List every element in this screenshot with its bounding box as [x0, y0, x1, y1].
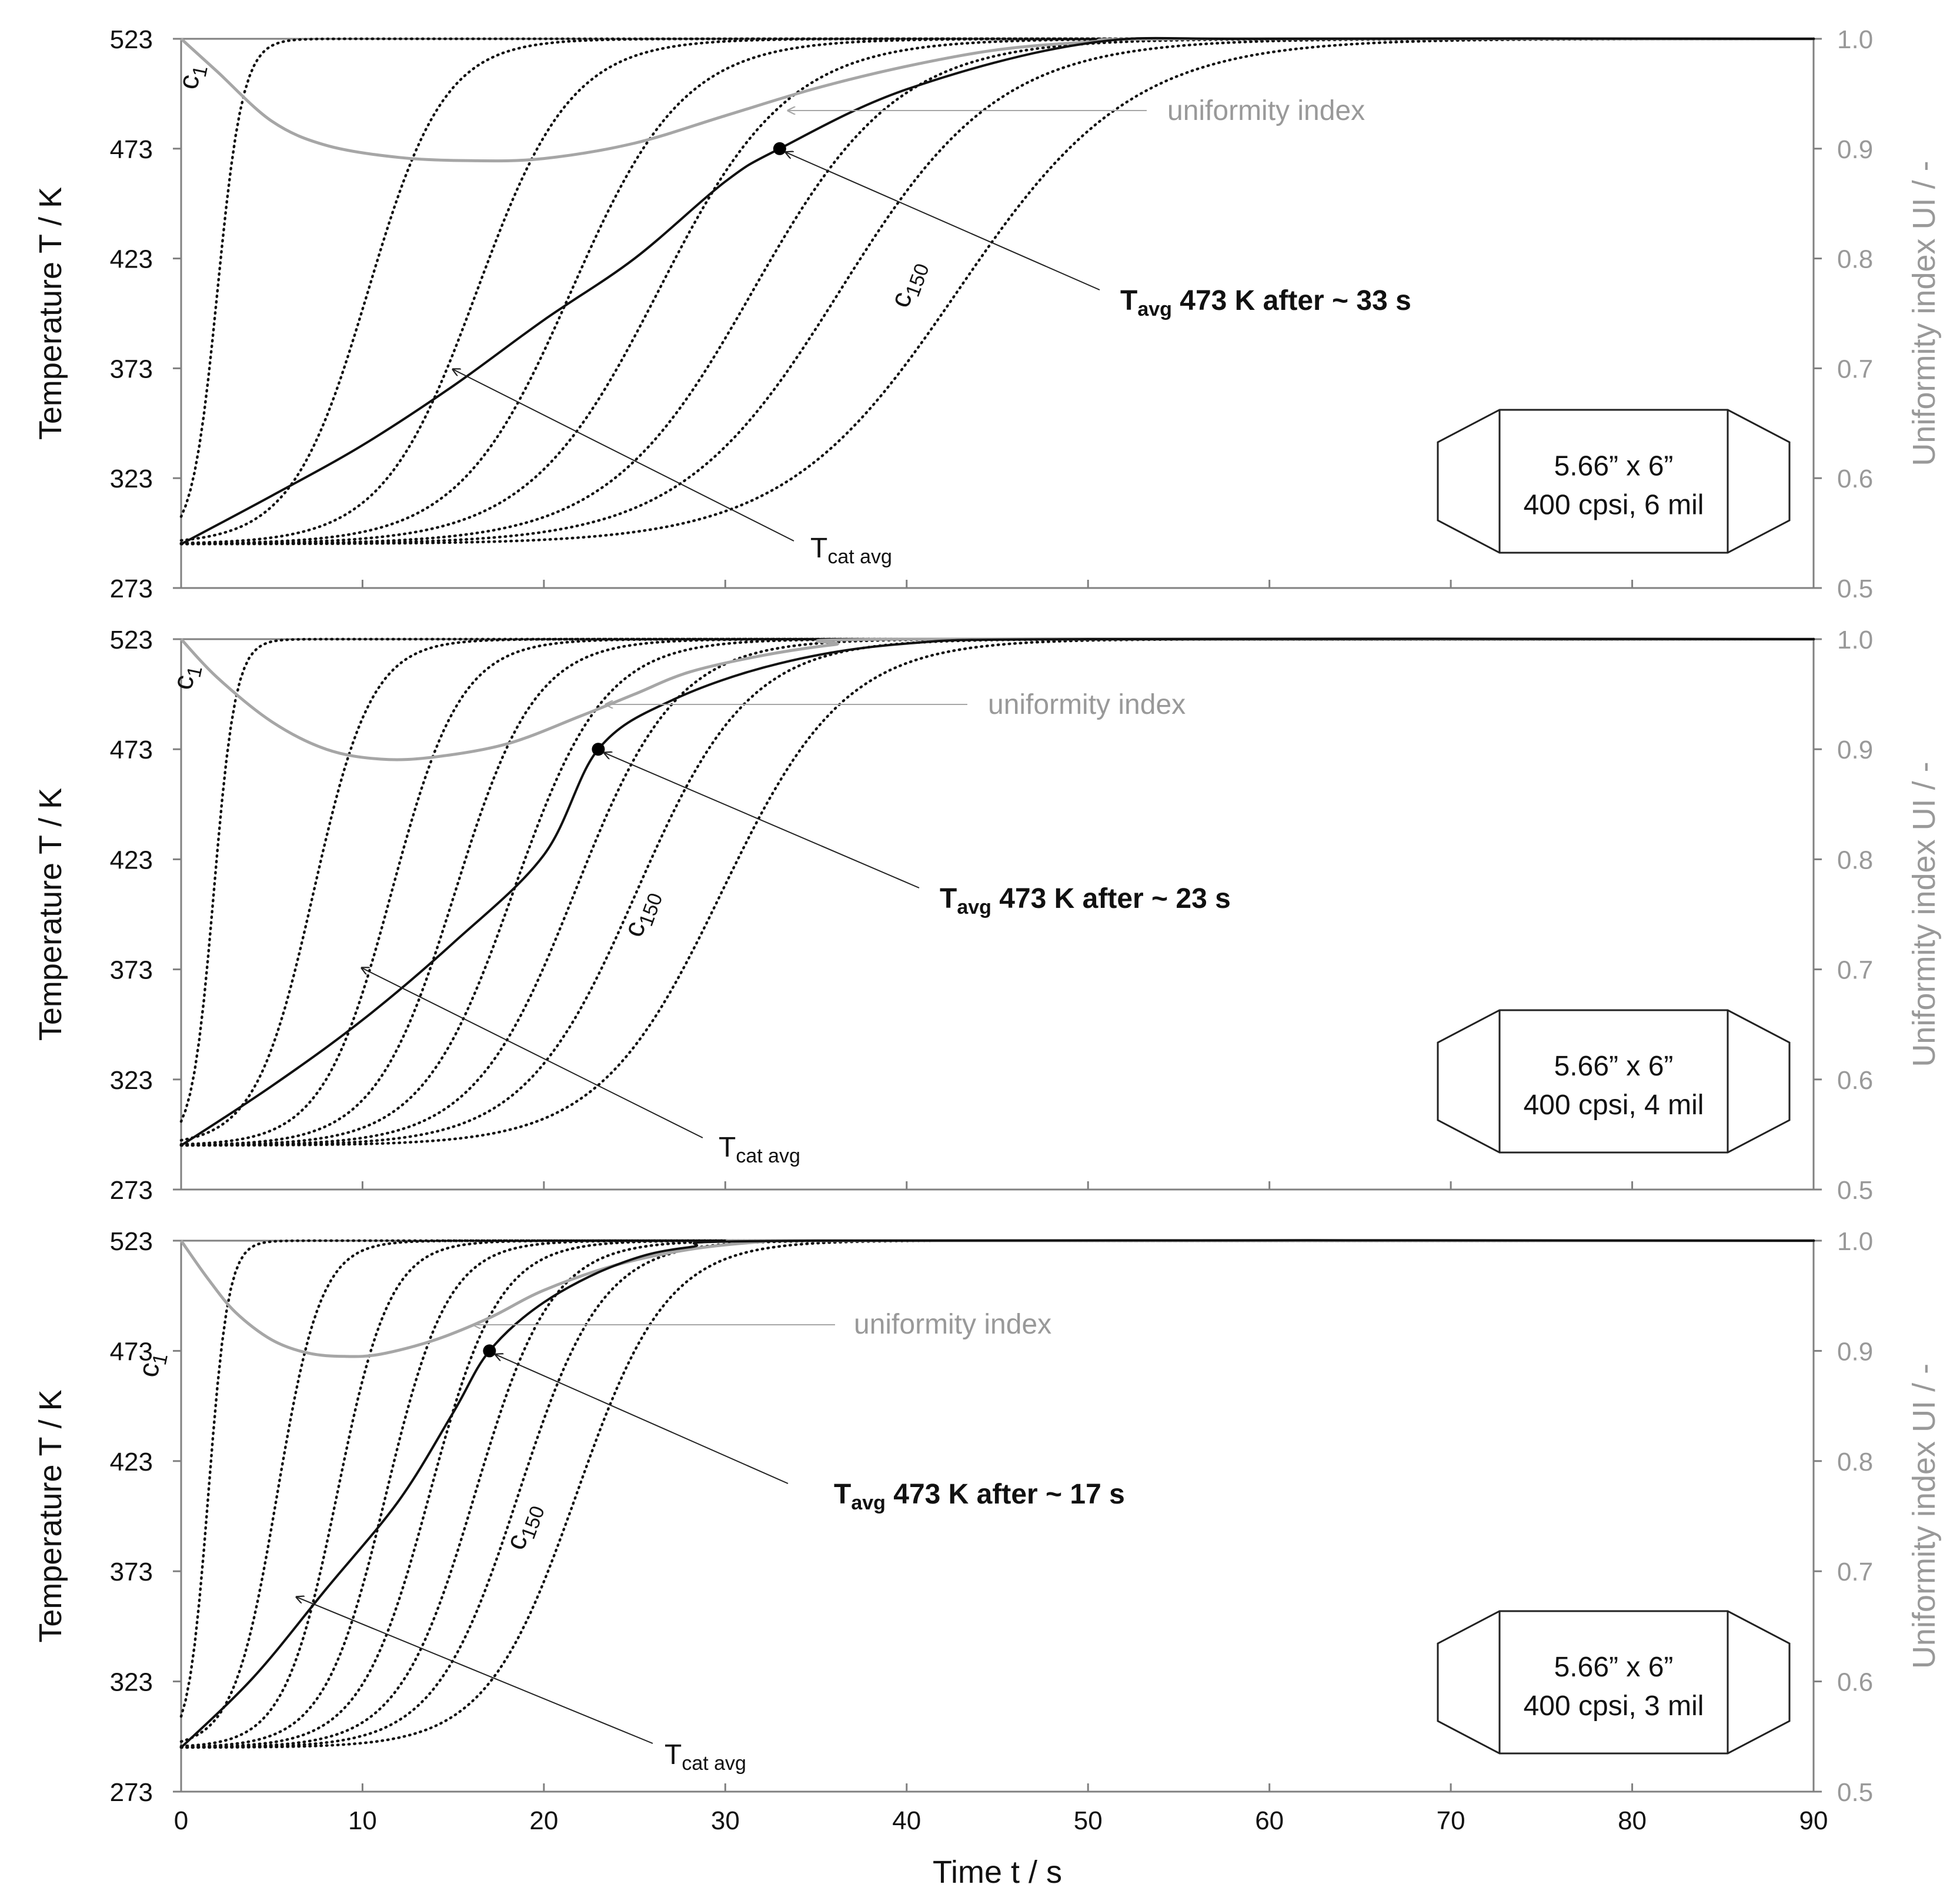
- tavg-arrow: [786, 152, 1100, 290]
- tcat-avg-label: Tcat avg: [810, 533, 892, 568]
- x-tick-label: 30: [711, 1806, 740, 1835]
- y2-tick-label: 0.6: [1837, 1668, 1873, 1697]
- chart-panel-top: 273 323 373 423 473 523 0.5 0.6 0.7 0.8 0.9 1.0 Temp…: [33, 25, 1942, 603]
- c150-label: c150: [884, 256, 934, 313]
- y-tick-label: 373: [110, 355, 153, 383]
- y-tick-label: 523: [110, 626, 153, 654]
- uniformity-index-label: uniformity index: [988, 689, 1186, 720]
- y-axis-title: Temperature T / K: [33, 187, 68, 440]
- y-tick-label: 423: [110, 245, 153, 274]
- threshold-marker: [483, 1344, 496, 1358]
- chart-panel-bottom: 273 323 373 423 473 523 0.5 0.6 0.7 0.8 0.9 1.0 Temp…: [33, 1227, 1942, 1890]
- tavg-arrow: [604, 753, 920, 888]
- y-tick-label: 473: [110, 1337, 153, 1366]
- threshold-marker: [773, 142, 786, 155]
- y2-tick-label: 0.9: [1837, 736, 1873, 764]
- y2-tick-label: 0.6: [1837, 1066, 1873, 1095]
- y2-axis-title: Uniformity index UI / -: [1906, 161, 1942, 466]
- c1-label: c1: [167, 661, 207, 693]
- y2-axis-title: Uniformity index UI / -: [1906, 1364, 1942, 1669]
- x-axis-title: Time t / s: [933, 1855, 1062, 1890]
- y-tick-label: 473: [110, 135, 153, 164]
- tcat-avg-line: [181, 36, 1814, 546]
- y2-tick-label: 0.8: [1837, 1448, 1873, 1476]
- y-tick-label: 523: [110, 1227, 153, 1256]
- y-tick-label: 523: [110, 25, 153, 54]
- catalyst-cell-spec: 400 cpsi, 4 mil: [1524, 1090, 1704, 1121]
- x-tick-label: 60: [1255, 1806, 1284, 1835]
- catalyst-dimensions: 5.66” x 6”: [1554, 1051, 1674, 1082]
- c150-label: c150: [618, 886, 667, 942]
- y-tick-label: 473: [110, 736, 153, 764]
- y-axis-title: Temperature T / K: [33, 1389, 68, 1642]
- threshold-marker: [592, 743, 605, 756]
- catalyst-dimensions: 5.66” x 6”: [1554, 451, 1674, 482]
- y2-tick-label: 0.7: [1837, 355, 1873, 383]
- y-tick-label: 373: [110, 956, 153, 985]
- x-tick-label: 70: [1437, 1806, 1465, 1835]
- catalyst-cell-spec: 400 cpsi, 6 mil: [1524, 490, 1704, 521]
- y2-tick-label: 0.9: [1837, 135, 1873, 164]
- tcat-avg-line: [180, 1239, 1814, 1749]
- tavg-threshold-label: Tavg 473 K after ~ 17 s: [834, 1479, 1125, 1514]
- y-tick-label: 273: [110, 1778, 153, 1807]
- tcat-arrow: [453, 369, 794, 542]
- tavg-arrow: [495, 1354, 789, 1484]
- y-axis-title: Temperature T / K: [33, 788, 68, 1041]
- y-tick-label: 323: [110, 465, 153, 493]
- y2-tick-label: 1.0: [1837, 1227, 1873, 1256]
- y2-tick-label: 0.5: [1837, 1778, 1873, 1807]
- y2-tick-label: 0.8: [1837, 846, 1873, 874]
- y2-tick-label: 0.7: [1837, 1558, 1873, 1586]
- y2-tick-label: 1.0: [1837, 25, 1873, 54]
- y-tick-label: 273: [110, 1176, 153, 1205]
- y2-tick-label: 0.5: [1837, 574, 1873, 603]
- y-tick-label: 423: [110, 846, 153, 874]
- y2-axis-title: Uniformity index UI / -: [1906, 761, 1942, 1067]
- x-tick-label: 40: [892, 1806, 921, 1835]
- y2-tick-label: 0.8: [1837, 245, 1873, 274]
- y-tick-label: 323: [110, 1668, 153, 1697]
- y2-tick-label: 0.9: [1837, 1337, 1873, 1366]
- y2-tick-label: 0.6: [1837, 465, 1873, 493]
- chart-panel-middle: 273 323 373 423 473 523 0.5 0.6 0.7 0.8 0.9 1.0 Temp…: [33, 626, 1942, 1205]
- c1-label: c1: [172, 61, 212, 93]
- catalyst-dimensions: 5.66” x 6”: [1554, 1652, 1674, 1683]
- tcat-avg-label: Tcat avg: [719, 1132, 800, 1167]
- catalyst-cell-spec: 400 cpsi, 3 mil: [1524, 1690, 1704, 1722]
- y2-tick-label: 0.5: [1837, 1176, 1873, 1205]
- tcat-avg-label: Tcat avg: [665, 1739, 746, 1775]
- uniformity-index-label: uniformity index: [854, 1309, 1051, 1340]
- uniformity-index-label: uniformity index: [1167, 95, 1365, 126]
- y2-tick-label: 1.0: [1837, 626, 1873, 654]
- y-tick-label: 323: [110, 1066, 153, 1095]
- tavg-threshold-label: Tavg 473 K after ~ 33 s: [1120, 285, 1411, 320]
- y-tick-label: 373: [110, 1558, 153, 1586]
- y2-tick-label: 0.7: [1837, 956, 1873, 985]
- x-tick-label: 50: [1074, 1806, 1103, 1835]
- tavg-threshold-label: Tavg 473 K after ~ 23 s: [940, 883, 1231, 918]
- y-tick-label: 423: [110, 1448, 153, 1476]
- tcat-arrow: [362, 968, 703, 1138]
- y-tick-label: 273: [110, 574, 153, 603]
- x-tick-label: 20: [529, 1806, 558, 1835]
- x-tick-label: 10: [348, 1806, 377, 1835]
- x-tick-label: 0: [174, 1806, 188, 1835]
- x-tick-label: 90: [1799, 1806, 1828, 1835]
- x-tick-label: 80: [1618, 1806, 1647, 1835]
- tcat-arrow: [296, 1597, 653, 1744]
